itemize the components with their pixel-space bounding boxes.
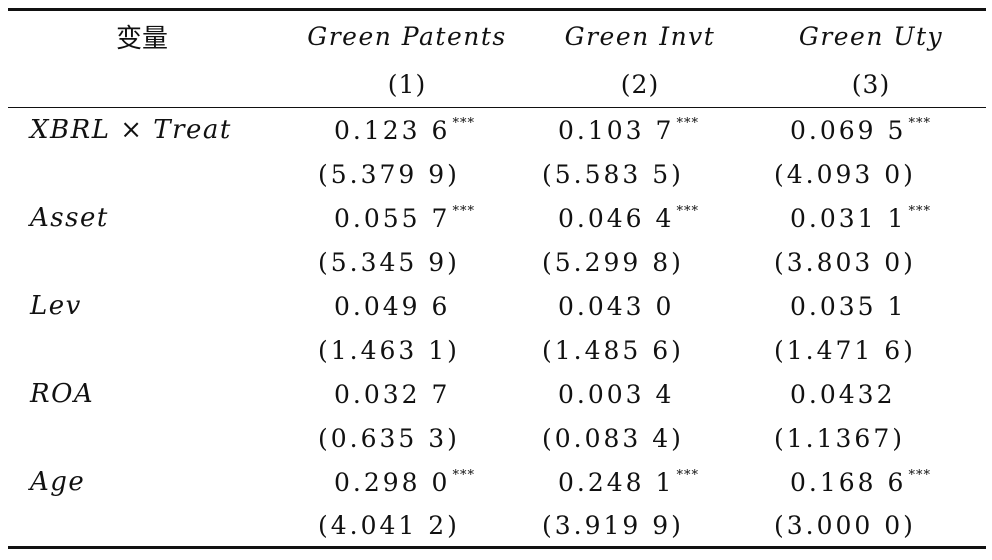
coefficient-cell: 0.168 6 *** [756, 460, 986, 504]
significance-stars: *** [908, 203, 931, 219]
header-row-numbers: (1) (2) (3) [8, 61, 986, 108]
coefficient-value: 0.049 6 [334, 291, 451, 321]
coefficient-value: 0.123 6 [334, 115, 451, 145]
variable-name-blank [8, 416, 290, 460]
t-statistic-cell: (4.041 2) [290, 504, 524, 549]
coefficient-cell: 0.043 0 [524, 284, 756, 328]
coefficient-cell: 0.032 7 [290, 372, 524, 416]
table-row: (0.635 3) (0.083 4) (1.1367) [8, 416, 986, 460]
coefficient-cell: 0.298 0 *** [290, 460, 524, 504]
t-statistic-cell: (0.083 4) [542, 423, 684, 453]
variable-name: XBRL × Treat [30, 115, 232, 145]
significance-stars: *** [676, 467, 699, 483]
coefficient-value: 0.003 4 [558, 379, 675, 409]
coefficient-value: 0.043 0 [558, 291, 675, 321]
coefficient-value: 0.046 4 [558, 203, 675, 233]
t-statistic-cell: (3.000 0) [756, 504, 986, 549]
column-number-3: (3) [756, 61, 986, 108]
coefficient-cell: 0.248 1 *** [524, 460, 756, 504]
t-statistic-cell: (3.919 9) [524, 504, 756, 549]
column-header-green-uty: Green Uty [756, 8, 986, 61]
column-header-green-patents: Green Patents [290, 8, 524, 61]
table-header: 变量 Green Patents Green Invt Green Uty (1… [8, 8, 986, 108]
coefficient-cell: 0.123 6 *** [290, 108, 524, 153]
regression-table-container: 变量 Green Patents Green Invt Green Uty (1… [8, 8, 986, 549]
coefficient-value: 0.103 7 [558, 115, 675, 145]
coefficient-cell: 0.003 4 [524, 372, 756, 416]
significance-stars: *** [452, 203, 475, 219]
coefficient-cell: 0.103 7 *** [524, 108, 756, 153]
table-row: (5.345 9) (5.299 8) (3.803 0) [8, 240, 986, 284]
significance-stars: *** [452, 467, 475, 483]
coefficient-value: 0.298 0 [334, 467, 451, 497]
variable-column-header-blank [8, 61, 290, 108]
variable-name-blank [8, 152, 290, 196]
t-statistic-cell: (1.485 6) [542, 335, 684, 365]
coefficient-cell: 0.069 5 *** [756, 108, 986, 153]
table-row: ROA 0.032 7 0.003 4 0.0432 [8, 372, 986, 416]
coefficient-cell: 0.049 6 [290, 284, 524, 328]
variable-name-blank [8, 504, 290, 549]
significance-stars: *** [908, 467, 931, 483]
coefficient-value: 0.069 5 [790, 115, 907, 145]
variable-name: Age [30, 467, 86, 497]
significance-stars: *** [676, 203, 699, 219]
significance-stars: *** [452, 115, 475, 131]
significance-stars: *** [908, 115, 931, 131]
variable-name: Lev [30, 291, 82, 321]
coefficient-cell: 0.055 7 *** [290, 196, 524, 240]
table-row: (1.463 1) (1.485 6) (1.471 6) [8, 328, 986, 372]
coefficient-value: 0.0432 [790, 379, 896, 409]
coefficient-cell: 0.031 1 *** [756, 196, 986, 240]
significance-stars: *** [676, 115, 699, 131]
t-statistic-cell: (5.379 9) [318, 159, 460, 189]
t-statistic-cell: (0.635 3) [318, 423, 460, 453]
coefficient-value: 0.168 6 [790, 467, 907, 497]
table-row: (4.041 2) (3.919 9) (3.000 0) [8, 504, 986, 549]
column-header-green-invt: Green Invt [524, 8, 756, 61]
t-statistic-cell: (1.1367) [774, 423, 905, 453]
coefficient-cell: 0.035 1 [756, 284, 986, 328]
t-statistic-cell: (5.345 9) [318, 247, 460, 277]
header-row-names: 变量 Green Patents Green Invt Green Uty [8, 8, 986, 61]
coefficient-value: 0.031 1 [790, 203, 907, 233]
coefficient-value: 0.248 1 [558, 467, 675, 497]
coefficient-value: 0.032 7 [334, 379, 451, 409]
t-statistic-cell: (1.471 6) [774, 335, 916, 365]
table-row: XBRL × Treat 0.123 6 *** 0.103 7 *** 0.069 5 *… [8, 108, 986, 153]
coefficient-cell: 0.046 4 *** [524, 196, 756, 240]
column-number-2: (2) [524, 61, 756, 108]
coefficient-value: 0.055 7 [334, 203, 451, 233]
regression-table: 变量 Green Patents Green Invt Green Uty (1… [8, 8, 986, 549]
variable-name-blank [8, 328, 290, 372]
t-statistic-cell: (5.299 8) [542, 247, 684, 277]
table-body: XBRL × Treat 0.123 6 *** 0.103 7 *** 0.069 5 *… [8, 108, 986, 549]
t-statistic-cell: (1.463 1) [318, 335, 460, 365]
table-row: Asset 0.055 7 *** 0.046 4 *** 0.031 1 *** [8, 196, 986, 240]
variable-name-blank [8, 240, 290, 284]
variable-column-header: 变量 [8, 8, 290, 61]
table-row: Lev 0.049 6 0.043 0 0.035 1 [8, 284, 986, 328]
table-row: (5.379 9) (5.583 5) (4.093 0) [8, 152, 986, 196]
variable-name: ROA [30, 379, 95, 409]
t-statistic-cell: (3.803 0) [774, 247, 916, 277]
coefficient-value: 0.035 1 [790, 291, 907, 321]
variable-name: Asset [30, 203, 109, 233]
column-number-1: (1) [290, 61, 524, 108]
t-statistic-cell: (4.093 0) [774, 159, 916, 189]
table-row: Age 0.298 0 *** 0.248 1 *** 0.168 6 *** [8, 460, 986, 504]
t-statistic-cell: (5.583 5) [542, 159, 684, 189]
coefficient-cell: 0.0432 [756, 372, 986, 416]
